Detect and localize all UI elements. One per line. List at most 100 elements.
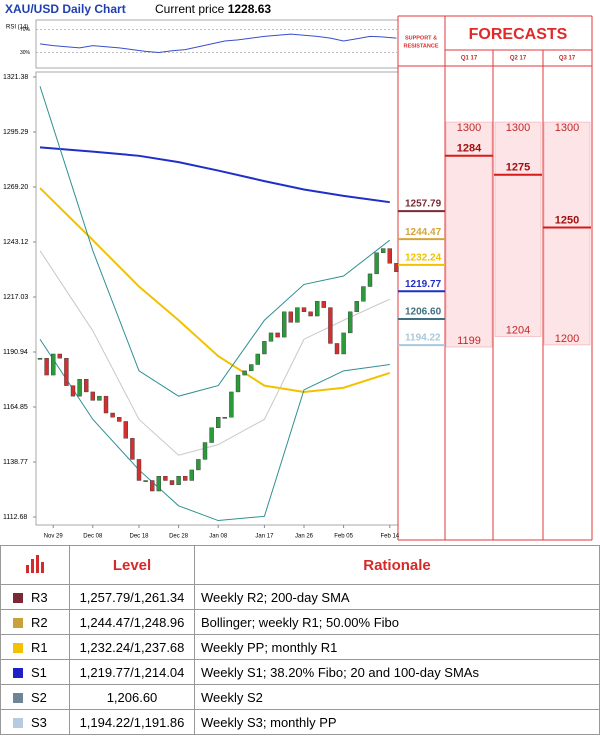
candle <box>123 421 129 439</box>
candle <box>354 301 359 313</box>
y-tick-label: 1138.77 <box>3 459 28 466</box>
level-cell: 1,206.60 <box>69 684 195 710</box>
rationale-cell: Weekly S2 <box>194 684 600 710</box>
swatch <box>13 718 23 729</box>
rsi-tick-label: 70% <box>20 27 31 33</box>
y-tick-label: 1321.38 <box>3 74 28 81</box>
forecast-avg-label: 1284 <box>457 143 482 155</box>
candle <box>348 311 353 334</box>
table-row: S1 1,219.77/1,214.04 Weekly S1; 38.20% Fib… <box>0 659 600 685</box>
y-tick-label: 1269.20 <box>3 184 28 191</box>
x-tick-label: Nov 29 <box>44 534 64 540</box>
candle <box>182 476 188 481</box>
candle <box>64 358 69 386</box>
candle <box>176 476 181 485</box>
forecast-range <box>543 121 591 346</box>
level-name: S1 <box>31 664 47 680</box>
indicator-line <box>39 187 391 393</box>
candle <box>387 248 392 264</box>
level-label: 1206.60 <box>405 307 442 318</box>
candle <box>255 353 261 365</box>
x-tick-label: Jan 17 <box>255 534 274 540</box>
candle <box>189 469 195 481</box>
candle <box>229 391 234 418</box>
candle <box>242 370 247 376</box>
levels-title: RESISTANCE <box>403 43 438 49</box>
candle <box>215 417 221 428</box>
bar-icon <box>26 555 44 573</box>
table-row: R1 1,232.24/1,237.68 Weekly PP; monthly R1 <box>0 634 600 660</box>
candle <box>334 343 340 355</box>
level-label: 1219.77 <box>405 279 442 290</box>
swatch <box>13 593 23 604</box>
level-label: 1244.47 <box>405 227 442 238</box>
table-header: Level Rationale <box>0 545 600 585</box>
swatch <box>13 693 23 704</box>
header-cell: Rationale <box>194 545 600 585</box>
candle <box>163 476 168 481</box>
forecast-avg-label: 1250 <box>555 214 579 226</box>
x-tick-label: Dec 08 <box>83 534 103 540</box>
forecast-frame <box>397 15 593 541</box>
column-header: Q2 17 <box>510 56 527 62</box>
x-tick-label: Jan 08 <box>209 534 228 540</box>
candle <box>301 307 307 313</box>
candle <box>381 248 386 253</box>
indicator-line <box>39 146 390 204</box>
level-label: 1232.24 <box>405 253 442 264</box>
candle <box>44 358 49 376</box>
swatch <box>13 618 23 629</box>
level-label: 1257.79 <box>405 199 442 210</box>
price-label-text: Current price <box>155 2 225 16</box>
name-cell: R1 <box>0 634 70 660</box>
level-name: S2 <box>31 689 47 705</box>
candle <box>275 332 280 338</box>
candle <box>328 307 333 344</box>
candle <box>110 412 115 418</box>
level-name: R2 <box>31 614 48 630</box>
x-tick-label: Jan 26 <box>295 534 314 540</box>
x-tick-label: Dec 18 <box>129 534 149 540</box>
forecast-title: FORECASTS <box>469 26 568 43</box>
forecast-high: 1300 <box>457 122 481 134</box>
rsi-title: RSI (14) <box>6 25 28 31</box>
candle <box>361 286 366 302</box>
candle <box>70 385 76 397</box>
candle <box>103 395 109 414</box>
x-tick-label: Feb 14 <box>380 534 399 540</box>
candle <box>209 427 214 443</box>
rsi-line <box>39 33 397 54</box>
candle <box>196 459 201 471</box>
candle <box>90 391 96 401</box>
level-label: 1194.22 <box>405 333 441 344</box>
candle <box>202 442 208 460</box>
candle <box>235 374 241 393</box>
rationale-cell: Weekly PP; monthly R1 <box>194 634 600 660</box>
swatch <box>13 643 23 654</box>
forecast-high: 1300 <box>506 122 530 134</box>
name-cell: R3 <box>0 584 70 610</box>
candle <box>374 252 379 275</box>
candle <box>394 263 399 272</box>
name-cell: S1 <box>0 659 70 685</box>
forecast-avg-label: 1275 <box>506 162 530 174</box>
candle <box>130 438 135 460</box>
level-cell: 1,219.77/1,214.04 <box>69 659 195 685</box>
rationale-cell: Bollinger; weekly R1; 50.00% Fibo <box>194 609 600 635</box>
candle <box>288 311 293 323</box>
x-tick-label: Feb 05 <box>334 534 353 540</box>
level-cell: 1,194.22/1,191.86 <box>69 709 195 735</box>
candle <box>282 311 287 338</box>
name-cell: S3 <box>0 709 70 735</box>
name-cell: R2 <box>0 609 70 635</box>
candle <box>295 307 300 323</box>
candle <box>37 358 43 360</box>
y-tick-label: 1190.94 <box>3 349 28 356</box>
candle <box>222 417 228 419</box>
y-tick-label: 1164.85 <box>3 404 28 411</box>
candle <box>116 417 122 422</box>
candle <box>169 480 175 485</box>
rsi-tick-label: 30% <box>20 50 31 56</box>
level-cell: 1,232.24/1,237.68 <box>69 634 195 660</box>
